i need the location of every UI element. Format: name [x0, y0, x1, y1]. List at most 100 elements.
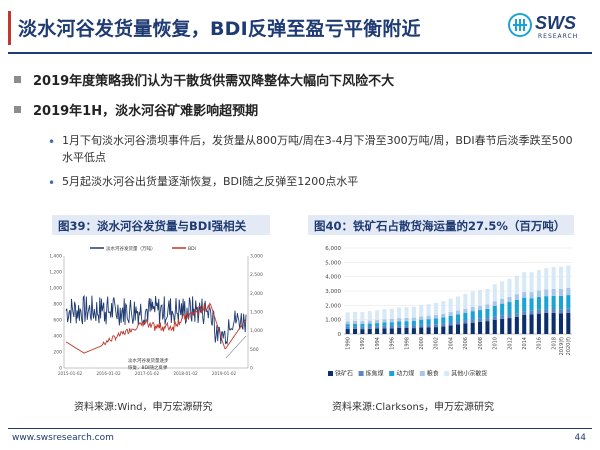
- bar-segment-2001-1: [426, 324, 431, 328]
- bar-segment-1994-2: [375, 323, 380, 327]
- bar-segment-1999-2: [411, 321, 416, 326]
- figure-40-chart: 0 1,000 2,000 3,000 4,000 5,000 6,000 1990 1992 1…: [310, 240, 580, 390]
- bar-segment-1994-4: [375, 310, 380, 321]
- bar-segment-2007-4: [470, 291, 475, 307]
- bar-segment-2008-3: [478, 305, 483, 311]
- bar-segment-2012-2: [507, 302, 512, 315]
- bar-segment-1999-3: [411, 317, 416, 322]
- y-left-tick-label: 600: [53, 318, 62, 324]
- bar-segment-2015-4: [529, 272, 534, 293]
- x-tick-label: 2004: [448, 337, 454, 350]
- bar-segment-1995-0: [382, 328, 387, 334]
- bar-segment-2002-1: [433, 324, 438, 328]
- bar-segment-2020(f)-3: [566, 287, 571, 296]
- bar-segment-1999-1: [411, 325, 416, 329]
- bar-segment-2016-4: [536, 270, 541, 291]
- bar-segment-1990-4: [345, 312, 350, 322]
- bullet-square-icon: [14, 106, 21, 113]
- bar-segment-1993-0: [367, 328, 372, 334]
- bar-segment-2011-2: [500, 303, 505, 316]
- bar-segment-2005-4: [455, 296, 461, 311]
- footer-divider: [8, 428, 592, 429]
- logo-brand: SWS: [535, 13, 577, 33]
- y-right-tick-label: 1,000: [250, 328, 263, 334]
- bar-segment-2001-2: [426, 319, 431, 325]
- bar-segment-1995-3: [382, 319, 387, 323]
- bar-segment-2000-4: [419, 304, 424, 317]
- sub-bullet-2: • 5月起淡水河谷出货量逐渐恢复，BDI随之反弹至1200点水平: [0, 173, 600, 191]
- figure-40-source: 资料来源:Clarksons，申万宏源研究: [332, 402, 495, 413]
- bar-segment-2011-0: [500, 318, 505, 334]
- bar-segment-2002-0: [433, 327, 438, 334]
- figure-39-title: 图39：淡水河谷发货量与BDI强相关: [52, 215, 270, 235]
- bar-segment-2003-0: [441, 326, 446, 334]
- bar-segment-2007-2: [470, 311, 475, 320]
- x-tick-label: 2002: [434, 337, 440, 350]
- x-tick-label: 1996: [390, 337, 396, 350]
- legend-label: 铁矿石: [335, 370, 353, 378]
- y-tick-label: 6,000: [325, 246, 341, 252]
- bar-segment-1998-0: [404, 327, 409, 334]
- y-tick-label: 4,000: [325, 275, 341, 281]
- bar-segment-1996-3: [389, 319, 394, 323]
- bar-segment-1990-2: [345, 324, 350, 327]
- legend-swatch: [328, 371, 333, 376]
- bar-segment-2012-4: [507, 278, 512, 298]
- bar-segment-1991-4: [353, 311, 358, 321]
- bar-segment-2004-2: [448, 315, 453, 323]
- bar-segment-2007-1: [470, 319, 475, 323]
- bulk-trade-stacked-bar-chart: 0 1,000 2,000 3,000 4,000 5,000 6,000 1990 1992 1…: [325, 246, 572, 378]
- bar-segment-1996-1: [389, 325, 394, 329]
- bar-segment-1991-1: [353, 326, 358, 329]
- bullet-dot-icon: •: [48, 135, 56, 149]
- bar-segment-2009-3: [485, 304, 490, 309]
- bar-segment-1992-2: [360, 324, 365, 327]
- bar-segment-1990-0: [345, 328, 350, 334]
- bar-segment-2003-1: [441, 323, 446, 327]
- y-left-tick-label: 1,400: [50, 254, 62, 260]
- x-tick-label: 1994: [375, 337, 381, 350]
- bar-segment-1992-0: [360, 329, 365, 334]
- bar-segment-2003-3: [441, 313, 446, 318]
- figure-40-title: 图40：铁矿石占散货海运量的27.5%（百万吨）: [308, 215, 574, 235]
- legend-label-bdi: BDI: [188, 246, 196, 252]
- bar-segment-2001-3: [426, 315, 431, 320]
- bar-segment-1999-4: [411, 306, 416, 318]
- bar-segment-2007-3: [470, 306, 475, 312]
- legend-label-vale: 淡水河谷发货量（万吨）: [106, 245, 156, 252]
- vale-bdi-line-chart: 淡水河谷发货量（万吨） BDI 1,400 1,200 1,000 800 600 400…: [49, 240, 275, 390]
- bar-segment-2019(f)-3: [558, 288, 563, 296]
- bullet-dot-icon: •: [48, 176, 56, 190]
- legend-swatch: [358, 371, 364, 376]
- bar-segment-1994-1: [375, 326, 380, 329]
- bar-segment-2009-0: [485, 321, 490, 334]
- y-right-tick-label: 3,000: [250, 254, 263, 260]
- bar-segment-1998-4: [404, 307, 409, 318]
- bar-segment-2014-3: [522, 291, 527, 298]
- bar-segment-2019(f)-2: [558, 295, 563, 310]
- header-divider: [8, 52, 592, 54]
- bar-segment-2020(f)-2: [566, 295, 571, 309]
- bar-segment-1991-0: [353, 328, 358, 334]
- legend-swatch: [419, 371, 425, 376]
- bar-segment-1993-4: [367, 311, 372, 321]
- bar-segment-1995-4: [382, 309, 387, 320]
- bar-segment-2005-2: [455, 314, 461, 322]
- bar-segment-2019(f)-4: [558, 266, 563, 289]
- bar-segment-1990-3: [345, 321, 350, 325]
- bar-segment-2017-3: [544, 289, 549, 297]
- bar-segment-2012-1: [507, 314, 512, 319]
- x-tick-label: 2015-01-02: [58, 371, 83, 376]
- y-left-tick-label: 200: [53, 350, 62, 356]
- y-right-tick-label: 2,500: [250, 272, 263, 278]
- vale-shipments-series: [65, 294, 247, 345]
- bdi-series: [65, 302, 247, 354]
- bar-segment-2005-1: [455, 321, 461, 325]
- footer-url[interactable]: www.swsresearch.com: [12, 433, 114, 443]
- y-right-tick-label: 500: [250, 347, 259, 353]
- bar-segment-1999-0: [411, 328, 416, 334]
- title-accent-bar: [8, 11, 11, 45]
- y-left-tick-label: 0: [59, 366, 62, 372]
- bar-segment-2010-4: [492, 284, 497, 302]
- bar-segment-1993-1: [367, 326, 372, 329]
